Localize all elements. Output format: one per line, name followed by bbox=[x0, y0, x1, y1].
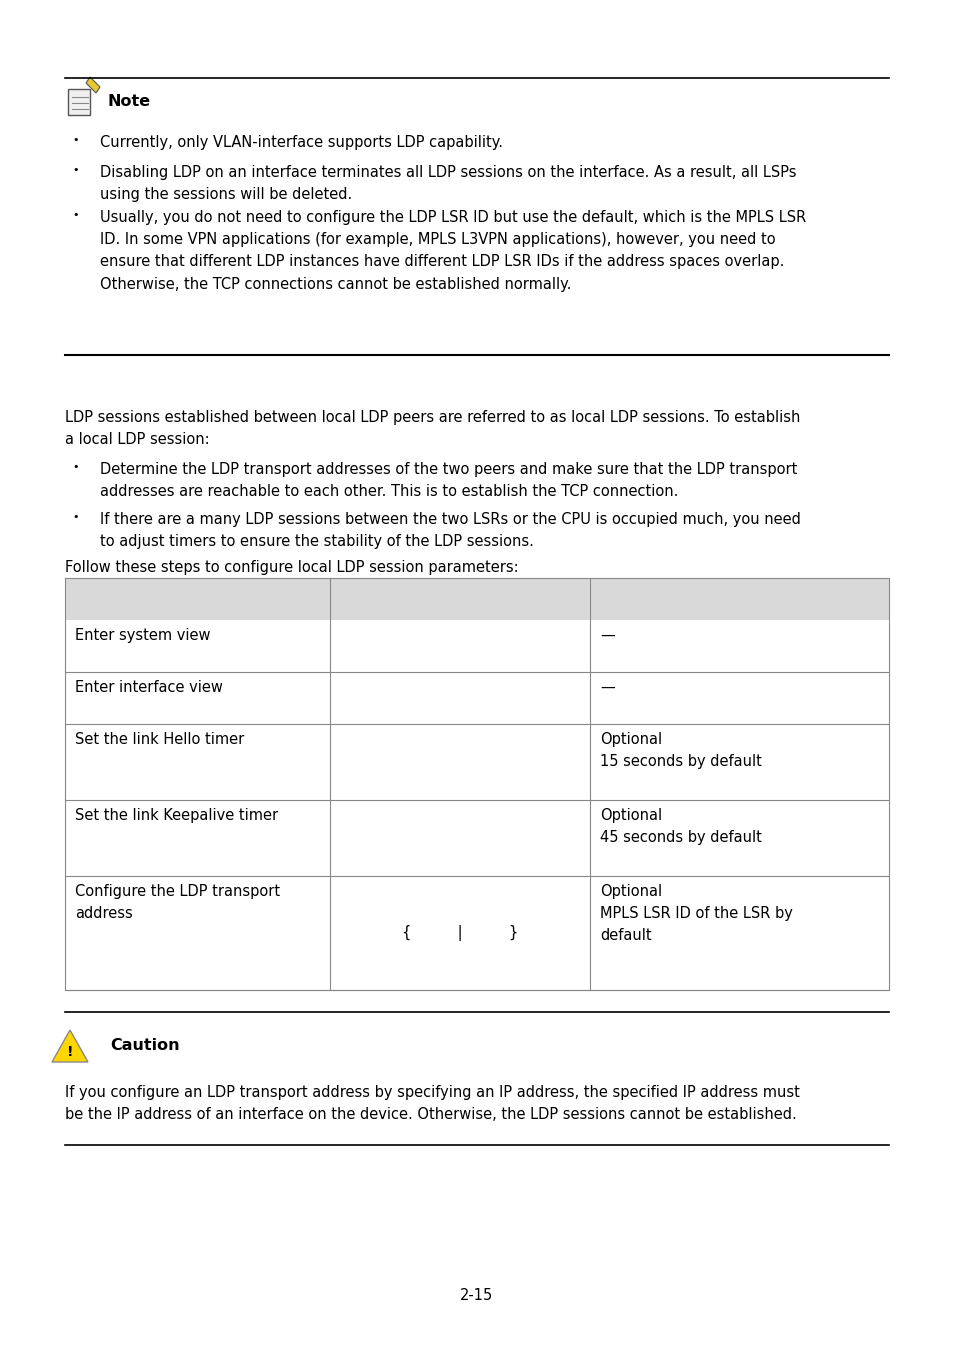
Text: Usually, you do not need to configure the LDP LSR ID but use the default, which : Usually, you do not need to configure th… bbox=[100, 211, 805, 292]
Text: •: • bbox=[71, 211, 78, 220]
Text: —: — bbox=[599, 680, 614, 695]
Polygon shape bbox=[52, 1030, 88, 1062]
Text: Optional
MPLS LSR ID of the LSR by
default: Optional MPLS LSR ID of the LSR by defau… bbox=[599, 884, 792, 944]
Text: {          |          }: { | } bbox=[401, 925, 517, 941]
Text: Follow these steps to configure local LDP session parameters:: Follow these steps to configure local LD… bbox=[65, 560, 518, 575]
Text: Currently, only VLAN-interface supports LDP capability.: Currently, only VLAN-interface supports … bbox=[100, 135, 502, 150]
Text: Enter interface view: Enter interface view bbox=[75, 680, 223, 695]
Text: If there are a many LDP sessions between the two LSRs or the CPU is occupied muc: If there are a many LDP sessions between… bbox=[100, 512, 800, 549]
Text: Set the link Hello timer: Set the link Hello timer bbox=[75, 732, 244, 747]
Text: Set the link Keepalive timer: Set the link Keepalive timer bbox=[75, 809, 278, 824]
FancyBboxPatch shape bbox=[68, 89, 90, 115]
Text: Note: Note bbox=[108, 95, 151, 109]
Text: Determine the LDP transport addresses of the two peers and make sure that the LD: Determine the LDP transport addresses of… bbox=[100, 462, 797, 500]
Text: •: • bbox=[71, 135, 78, 144]
Text: —: — bbox=[599, 628, 614, 643]
Text: 2-15: 2-15 bbox=[460, 1288, 493, 1303]
Text: Disabling LDP on an interface terminates all LDP sessions on the interface. As a: Disabling LDP on an interface terminates… bbox=[100, 165, 796, 202]
Bar bbox=[65, 578, 888, 620]
Text: If you configure an LDP transport address by specifying an IP address, the speci: If you configure an LDP transport addres… bbox=[65, 1085, 799, 1122]
Text: Caution: Caution bbox=[110, 1038, 179, 1053]
Text: •: • bbox=[71, 512, 78, 522]
Text: •: • bbox=[71, 165, 78, 176]
Text: Optional
45 seconds by default: Optional 45 seconds by default bbox=[599, 809, 761, 845]
Text: LDP sessions established between local LDP peers are referred to as local LDP se: LDP sessions established between local L… bbox=[65, 410, 800, 447]
Text: !: ! bbox=[67, 1045, 73, 1058]
Text: •: • bbox=[71, 462, 78, 472]
Text: Optional
15 seconds by default: Optional 15 seconds by default bbox=[599, 732, 761, 769]
Polygon shape bbox=[86, 77, 100, 93]
Text: Configure the LDP transport
address: Configure the LDP transport address bbox=[75, 884, 280, 921]
Text: Enter system view: Enter system view bbox=[75, 628, 211, 643]
